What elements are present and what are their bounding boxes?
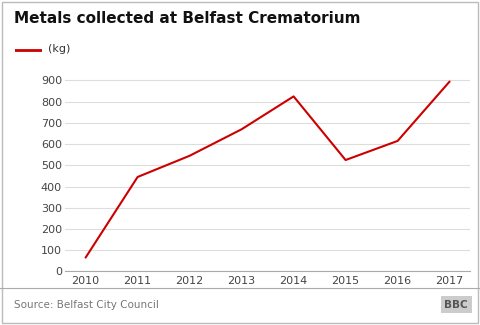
- Text: Source: Belfast City Council: Source: Belfast City Council: [14, 300, 159, 310]
- Text: BBC: BBC: [444, 300, 468, 310]
- Text: (kg): (kg): [48, 45, 71, 54]
- Text: Metals collected at Belfast Crematorium: Metals collected at Belfast Crematorium: [14, 11, 361, 26]
